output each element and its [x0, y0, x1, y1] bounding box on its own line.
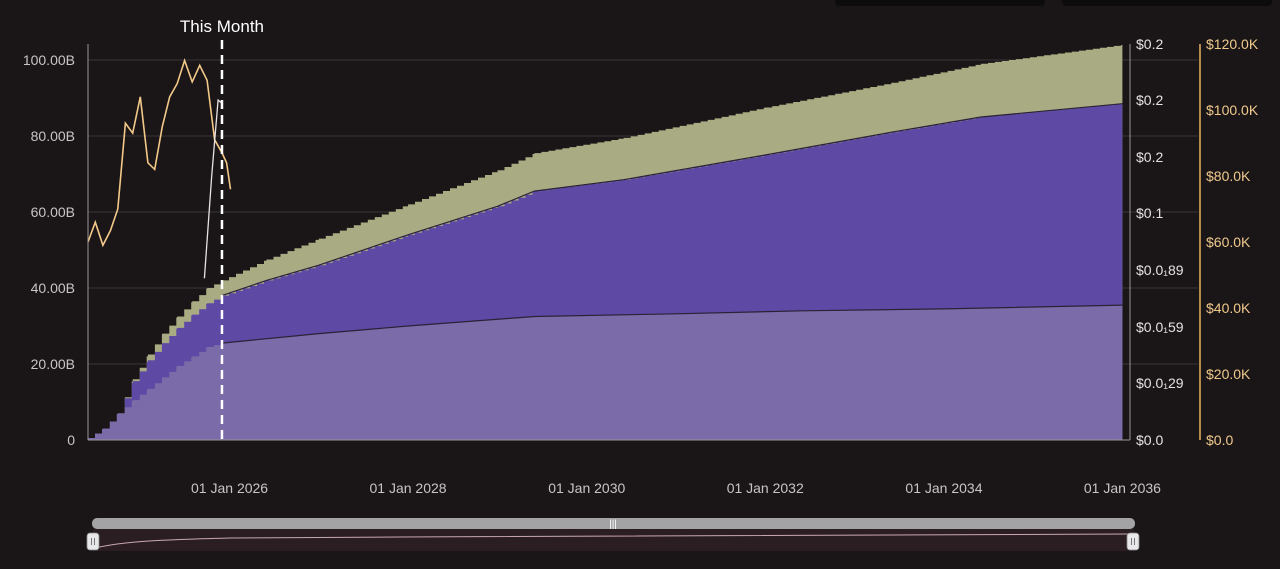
right-axis-2-tick-label: $120.0K: [1206, 36, 1259, 52]
right-axis-2-tick-label: $100.0K: [1206, 102, 1259, 118]
price-line: [87, 57, 232, 248]
right-axis-2-tick-label: $0.0: [1206, 432, 1233, 448]
x-axis-tick-label: 01 Jan 2036: [1084, 480, 1161, 496]
band-edge-middle: [221, 103, 1123, 297]
area-band-bottom: [88, 305, 1123, 440]
right-axis-1-tick-label: $0.0₁59: [1136, 319, 1184, 335]
right-axis-1-tick-label: $0.0: [1136, 432, 1163, 448]
navigator-scrollbar[interactable]: [92, 518, 1135, 529]
x-axis-tick-label: 01 Jan 2026: [191, 480, 268, 496]
left-axis-tick-label: 80.00B: [31, 128, 75, 144]
right-axis-2-tick-label: $80.0K: [1206, 168, 1251, 184]
left-axis-tick-label: 0: [67, 432, 75, 448]
left-axis-tick-label: 100.00B: [23, 52, 75, 68]
x-axis-tick-label: 01 Jan 2028: [369, 480, 446, 496]
right-axis-1-tick-label: $0.2: [1136, 149, 1163, 165]
right-axis-1-tick-label: $0.2: [1136, 36, 1163, 52]
x-axis-tick-label: 01 Jan 2030: [548, 480, 625, 496]
band-edge-bottom: [221, 304, 1123, 344]
x-axis-tick-label: 01 Jan 2034: [905, 480, 982, 496]
top-toolbar-left: [835, 0, 1045, 6]
navigator-left-handle[interactable]: [86, 532, 100, 551]
marker-label: This Month: [180, 17, 264, 36]
left-axis-tick-label: 20.00B: [31, 356, 75, 372]
navigator-preview-line: [94, 533, 1131, 549]
navigator-track: [93, 529, 1134, 551]
left-axis-tick-label: 40.00B: [31, 280, 75, 296]
secondary-line: [203, 98, 223, 279]
left-axis-tick-label: 60.00B: [31, 204, 75, 220]
right-axis-1-tick-label: $0.0₁89: [1136, 262, 1184, 278]
navigator-right-handle[interactable]: [1126, 532, 1140, 551]
top-toolbar-right: [1062, 0, 1272, 6]
right-axis-1-tick-label: $0.2: [1136, 92, 1163, 108]
right-axis-2-tick-label: $20.0K: [1206, 366, 1251, 382]
x-axis-tick-label: 01 Jan 2032: [727, 480, 804, 496]
range-navigator[interactable]: |||: [86, 518, 1140, 551]
right-axis-2-tick-label: $60.0K: [1206, 234, 1251, 250]
right-axis-1-tick-label: $0.0₁29: [1136, 375, 1184, 391]
right-axis-1-tick-label: $0.1: [1136, 205, 1163, 221]
right-axis-2-tick-label: $40.0K: [1206, 300, 1251, 316]
scrollbar-grip-icon: |||: [609, 519, 617, 530]
